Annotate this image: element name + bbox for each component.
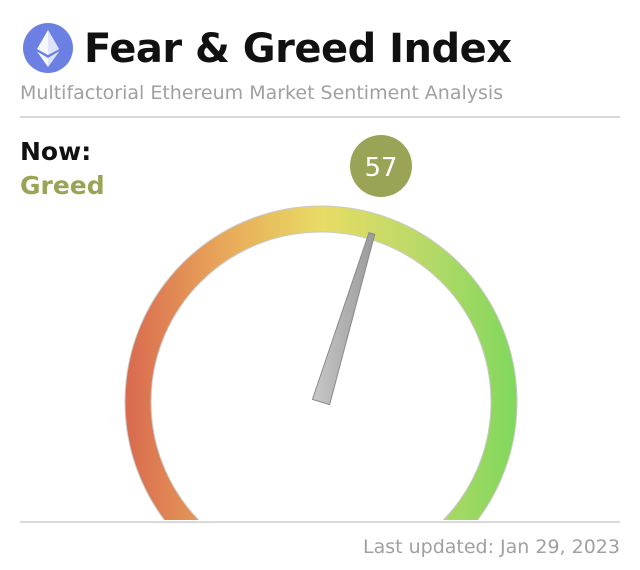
- gauge-arc: [124, 205, 518, 520]
- gauge-needle: [311, 232, 376, 406]
- top-divider: [20, 116, 620, 118]
- value-badge: 57: [350, 135, 412, 197]
- last-updated: Last updated: Jan 29, 2023: [362, 536, 620, 558]
- page-subtitle: Multifactorial Ethereum Market Sentiment…: [20, 82, 504, 104]
- now-label: Now:: [20, 137, 92, 166]
- page-title: Fear & Greed Index: [84, 26, 512, 72]
- sentiment-gauge: 57: [124, 135, 518, 520]
- gauge-value: 57: [364, 153, 397, 183]
- ethereum-icon: [23, 23, 73, 73]
- sentiment-classification: Greed: [20, 171, 105, 200]
- bottom-divider: [20, 521, 620, 523]
